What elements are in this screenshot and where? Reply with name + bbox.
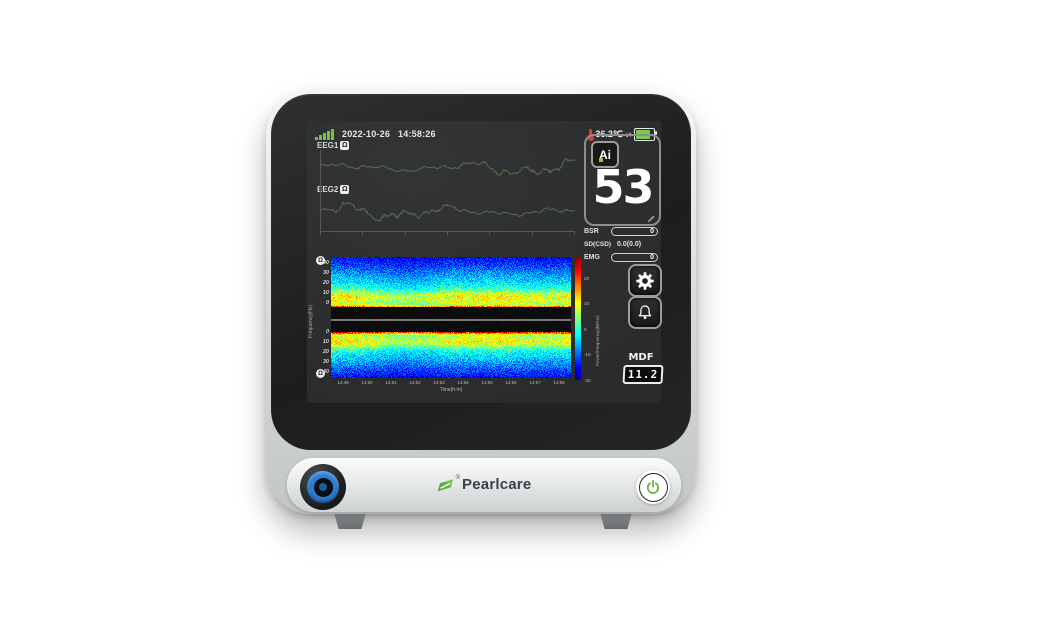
mdf-label: MDF	[628, 352, 654, 363]
tick-label: 40	[322, 260, 329, 266]
tick-label: 20	[322, 280, 329, 286]
spectrogram-y-axis-label: Frequency(Hz)	[308, 304, 314, 338]
impedance-icon: Ω	[340, 185, 350, 194]
bsr-label: BSR	[584, 228, 599, 235]
control-knob[interactable]	[300, 464, 346, 510]
metric-row-emg: EMG 0	[584, 252, 658, 263]
settings-button[interactable]	[628, 264, 662, 297]
impedance-icon: Ω	[340, 141, 350, 150]
tick-label: 0	[325, 329, 329, 335]
eeg-axis-vertical	[320, 150, 321, 231]
temperature-value: 36.2℃	[595, 128, 623, 139]
metric-row-sd: SD(CSD) 0.0(0.0)	[584, 239, 658, 250]
device-foot-left	[333, 510, 367, 529]
sd-value: 0.0(0.0)	[617, 241, 642, 248]
gear-icon	[636, 271, 654, 290]
alarm-button[interactable]	[628, 296, 662, 329]
spectrogram-x-ticks: 14:49 14:50 14:51 14:52 14:53 14:54 14:55 14:56…	[331, 380, 571, 385]
channel-impedance-icon: Ω	[316, 256, 325, 265]
bsr-value-pill: 0	[611, 227, 658, 236]
tick-label: 10	[322, 339, 329, 345]
eeg-axis-horizontal	[320, 231, 575, 232]
spectrogram-x-axis-label: Time(h:m)	[439, 387, 463, 393]
registered-mark: ®	[455, 475, 461, 481]
brand-logo: ® Pearlcare	[287, 475, 681, 493]
emg-value-pill: 0	[611, 253, 658, 262]
tick-label: 0	[325, 300, 329, 306]
ai-badge-dot	[599, 158, 603, 162]
eeg-axis-ticks	[320, 232, 575, 235]
knob-center-dot	[319, 483, 327, 491]
tick-label: -10	[584, 352, 591, 358]
leaf-icon	[437, 479, 453, 492]
tick-label: 14:56	[505, 380, 517, 385]
tick-label: 10	[322, 290, 329, 296]
tick-label: 14:53	[433, 380, 445, 385]
eeg1-waveform	[320, 157, 575, 176]
sd-label: SD(CSD)	[584, 241, 612, 248]
metric-row-bsr: BSR 0	[584, 226, 658, 237]
power-button[interactable]	[636, 470, 670, 504]
knob-blue-ring	[307, 471, 339, 503]
spectrogram-y-ticks-top: 40 30 20 10 0	[317, 260, 329, 306]
tick-label: 40	[322, 369, 329, 375]
eeg1-label: EEG1 Ω	[317, 141, 350, 150]
tick-label: 14:49	[337, 380, 349, 385]
eeg2-label: EEG2 Ω	[317, 185, 350, 194]
status-date: 2022-10-26	[342, 129, 391, 139]
tick-label: 14:57	[529, 380, 541, 385]
spectrogram-heatmap	[331, 257, 571, 378]
colorbar-label: Power/Frequency(dB/Hz)	[595, 315, 600, 367]
mdf-display: 11.2	[622, 365, 664, 384]
tick-label: 30	[322, 270, 329, 276]
brand-name: Pearlcare	[462, 476, 532, 493]
eeg1-label-text: EEG1	[317, 141, 339, 150]
front-panel	[287, 458, 681, 512]
panel-corner-mark	[647, 214, 655, 222]
signal-bars-icon	[315, 128, 334, 140]
tick-label: 0	[584, 326, 587, 332]
power-button-ring	[638, 472, 668, 502]
colorbar	[575, 258, 581, 380]
anesthesia-index-panel: Ai 53	[584, 134, 661, 226]
bell-icon	[638, 304, 652, 319]
eeg2-waveform	[320, 201, 575, 222]
device-foot-right	[599, 510, 633, 529]
eeg2-label-text: EEG2	[317, 185, 339, 194]
tick-label: 14:55	[481, 380, 493, 385]
tick-label: 14:52	[409, 380, 421, 385]
colorbar-ticks: 20 10 0 -10 -20	[584, 276, 591, 383]
emg-label: EMG	[584, 254, 600, 261]
tick-label: 14:50	[361, 380, 373, 385]
touchscreen: 2022-10-26 14:58:26 36.2℃ ↓↑ EEG1 Ω EEG2…	[307, 121, 664, 403]
knob-inner-ring	[313, 477, 333, 497]
ai-logo-badge: Ai	[591, 141, 619, 168]
tick-label: 10	[584, 301, 590, 307]
tick-label: 14:51	[385, 380, 397, 385]
tick-label: 14:58	[553, 380, 565, 385]
channel-impedance-icon: Ω	[316, 369, 325, 378]
power-icon	[646, 480, 660, 494]
tick-label: 20	[584, 276, 590, 281]
tick-label: -20	[584, 377, 591, 383]
index-value: 53	[592, 160, 654, 214]
spectrogram-y-ticks-bottom: 0 10 20 30 40	[317, 329, 329, 375]
tick-label: 14:54	[457, 380, 469, 385]
tick-label: 20	[322, 349, 329, 355]
tick-label: 30	[322, 359, 329, 365]
status-time: 14:58:26	[398, 129, 436, 139]
